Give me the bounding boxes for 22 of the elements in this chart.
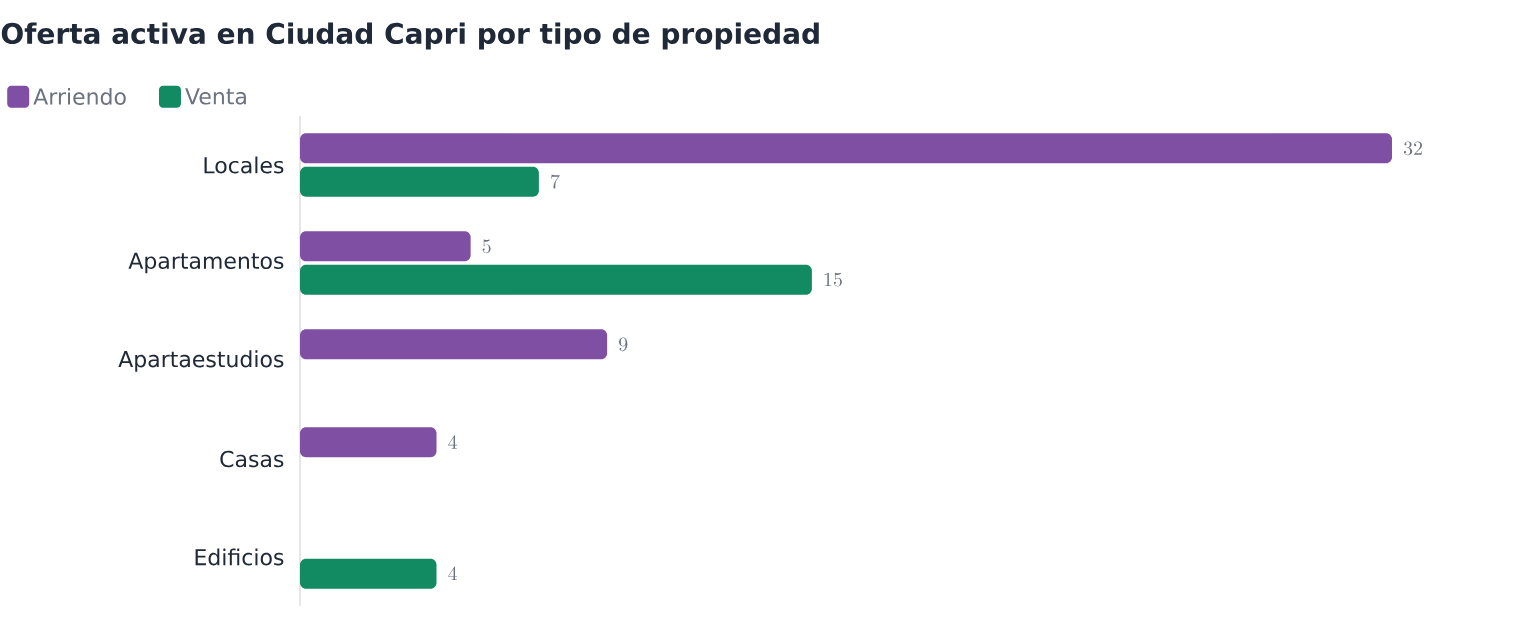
bar [300,231,471,262]
bar [300,329,608,360]
y-tick-label: Apartaestudios [118,350,284,372]
bar [300,558,437,589]
legend-label: Venta [185,88,246,105]
data-label: 15 [824,272,842,287]
data-label: 7 [551,174,560,189]
bar [300,427,437,458]
data-label: 9 [619,337,628,352]
bar [300,133,1392,164]
data-label: 32 [1403,141,1423,156]
data-label: 4 [448,566,457,581]
legend-label: Arriendo [33,87,126,105]
bar [300,264,812,295]
data-label: 5 [482,239,491,254]
y-tick-label: Locales [204,156,284,174]
y-tick-label: Apartamentos [128,252,284,274]
y-tick-label: Edificios [195,548,284,566]
data-label: 4 [448,435,457,449]
chart-title: Oferta activa en Ciudad Capri por tipo de propiedad [1,22,819,50]
bar [300,166,539,197]
y-tick-label: Casas [220,450,284,468]
